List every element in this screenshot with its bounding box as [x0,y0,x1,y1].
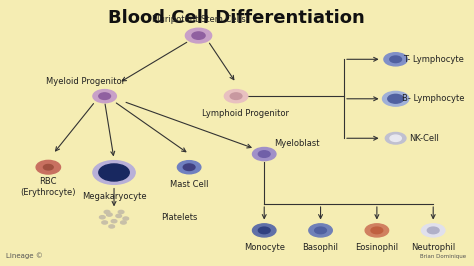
Circle shape [93,161,135,184]
Circle shape [253,224,276,237]
Circle shape [224,90,248,103]
Circle shape [385,132,406,144]
Circle shape [177,161,201,174]
Circle shape [118,210,124,214]
Text: Pluripotent Stem Cells: Pluripotent Stem Cells [152,15,246,24]
Text: Myeloid Progenitor: Myeloid Progenitor [46,77,126,86]
Circle shape [421,224,445,237]
Circle shape [111,220,117,223]
Circle shape [315,227,327,234]
Circle shape [107,213,112,216]
Circle shape [183,164,195,171]
Text: Brian Dominique: Brian Dominique [420,254,466,259]
Circle shape [104,210,110,214]
Circle shape [109,225,115,228]
Circle shape [384,53,407,66]
Text: Basophil: Basophil [302,243,338,252]
Circle shape [365,224,389,237]
Circle shape [36,160,61,174]
Text: Megakaryocyte: Megakaryocyte [82,192,146,201]
Circle shape [44,164,53,170]
Text: Mast Cell: Mast Cell [170,180,209,189]
Circle shape [390,56,401,63]
Text: Lineage ©: Lineage © [6,253,43,259]
Circle shape [390,135,401,142]
Text: NK-Cell: NK-Cell [409,134,439,143]
Text: Blood Cell Differentiation: Blood Cell Differentiation [108,9,365,27]
Text: Eosinophil: Eosinophil [356,243,399,252]
Text: B- Lymphocyte: B- Lymphocyte [402,94,465,103]
Text: Monocyte: Monocyte [244,243,285,252]
Text: Platelets: Platelets [161,213,197,222]
Circle shape [100,216,105,219]
Text: Myeloblast: Myeloblast [274,139,320,148]
Circle shape [383,92,409,106]
Circle shape [99,164,129,181]
Circle shape [253,147,276,161]
Circle shape [192,32,205,39]
Text: RBC
(Erythrocyte): RBC (Erythrocyte) [20,177,76,197]
Circle shape [428,227,439,234]
Circle shape [258,151,270,157]
Circle shape [116,214,121,218]
Text: Neutrophil: Neutrophil [411,243,456,252]
Circle shape [388,94,403,103]
Circle shape [185,28,212,43]
Circle shape [230,93,242,99]
Circle shape [102,221,108,224]
Circle shape [309,224,332,237]
Circle shape [120,221,126,224]
Text: T- Lymphocyte: T- Lymphocyte [403,55,464,64]
Circle shape [371,227,383,234]
Circle shape [123,217,128,220]
Text: Lymphoid Progenitor: Lymphoid Progenitor [202,109,289,118]
Circle shape [93,90,117,103]
Circle shape [99,93,110,99]
Circle shape [258,227,270,234]
